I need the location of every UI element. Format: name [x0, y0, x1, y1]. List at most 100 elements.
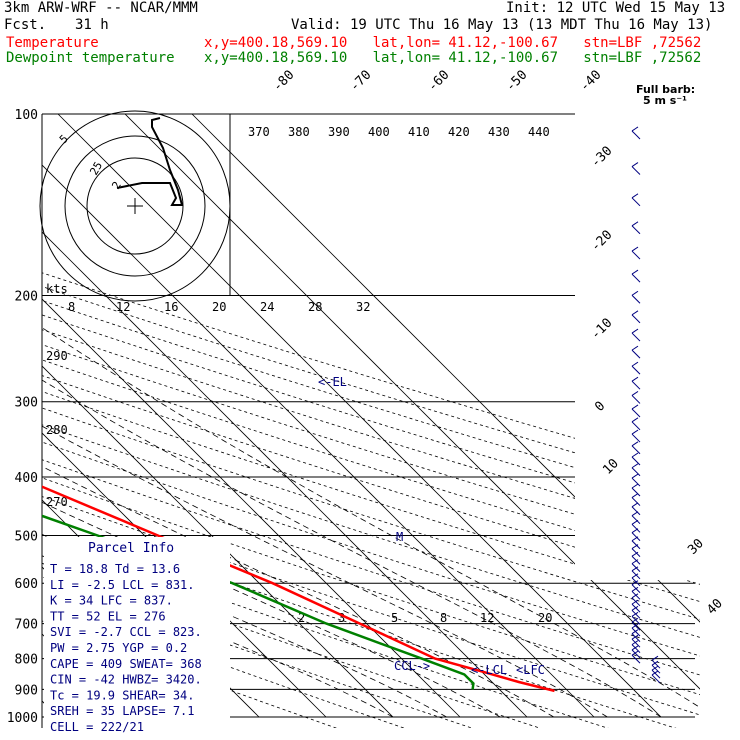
- mixing-ratio-label-low: 8: [440, 611, 447, 625]
- mixing-ratio-label: 20: [212, 300, 226, 314]
- wind-barb-flag: [631, 519, 639, 525]
- mixing-ratio-label-low: 5: [391, 611, 398, 625]
- parcel-info-row: SREH = 35 LAPSE= 7.1: [50, 704, 195, 718]
- wind-barb-flag: [631, 536, 639, 542]
- isotherm-line: [42, 114, 394, 718]
- pressure-tick-label: 800: [15, 653, 38, 668]
- isotherm-line: [191, 114, 700, 718]
- wind-barb: [631, 497, 641, 506]
- dry-adiabat-line: [42, 114, 700, 728]
- wind-barb: [631, 332, 641, 342]
- wind-barb: [651, 674, 661, 684]
- theta-e-label: 430: [488, 125, 510, 139]
- wind-barb-flag: [631, 640, 639, 646]
- parcel-level-label: M: [396, 530, 403, 544]
- isotherm-label: -60: [425, 68, 452, 95]
- wind-barb: [631, 615, 641, 625]
- fcst-value: 31 h: [75, 17, 109, 33]
- dry-adiabat-line: [42, 114, 700, 728]
- wind-barb: [631, 250, 641, 260]
- wind-barb-flag: [631, 551, 639, 557]
- wind-barb: [631, 421, 641, 431]
- wind-barb-flag: [631, 573, 639, 579]
- wind-barb-flag: [631, 593, 639, 599]
- isotherm-label: 10: [600, 456, 622, 478]
- dry-adiabat-line: [42, 114, 700, 728]
- isotherm-label: -70: [347, 68, 374, 95]
- parcel-info-row: CIN = -42 HWBZ= 3420.: [50, 673, 202, 687]
- init-time: Init: 12 UTC Wed 15 May 13: [506, 0, 726, 16]
- theta-e-label: 390: [328, 125, 350, 139]
- wind-barb: [631, 225, 641, 235]
- pressure-tick-label: 600: [15, 577, 38, 592]
- mixing-ratio-label-low: 2: [298, 611, 305, 625]
- mixing-ratio-label-low: 3: [338, 611, 345, 625]
- wind-barb: [651, 669, 661, 679]
- dry-adiabat-line: [42, 114, 682, 728]
- mixing-ratio-label: 24: [260, 300, 274, 314]
- mixing-ratio-label-low: 12: [480, 611, 494, 625]
- wind-barb-flag: [631, 193, 639, 199]
- wind-barb: [631, 649, 641, 659]
- isotherm-label: -10: [588, 316, 615, 343]
- pressure-tick-label: 1000: [7, 711, 38, 726]
- full-barb-label: Full barb:: [636, 83, 695, 96]
- wind-barb-flag: [631, 617, 639, 623]
- wind-barb: [631, 456, 641, 466]
- parcel-info-row: PW = 2.75 YGP = 0.2: [50, 641, 187, 655]
- legend-temperature: Temperature: [6, 35, 99, 51]
- wind-barb-flag: [631, 391, 639, 396]
- wind-barb: [651, 664, 661, 674]
- wind-barb: [631, 294, 641, 304]
- dry-adiabat-line: [42, 114, 700, 728]
- wind-barb: [631, 506, 641, 516]
- wind-barb-flag: [631, 328, 639, 334]
- isotherm-line: [124, 114, 700, 718]
- wind-barb: [631, 540, 641, 550]
- wind-barb-flag: [631, 269, 639, 275]
- wind-barb-flag: [631, 629, 639, 635]
- wind-barb-flag: [631, 559, 639, 565]
- wind-barb: [631, 555, 641, 565]
- wind-barb-flag: [631, 126, 639, 132]
- wind-barb: [631, 654, 641, 664]
- dry-adiabat-label: 270: [46, 495, 68, 509]
- pressure-tick-label: 400: [15, 471, 38, 486]
- pressure-tick-label: 100: [15, 108, 38, 123]
- parcel-info-row: CELL = 222/21: [50, 720, 144, 734]
- wind-barb-flag: [631, 345, 639, 351]
- wind-barb-flag: [631, 162, 639, 167]
- isotherm-label: -50: [503, 68, 530, 95]
- wind-barb: [631, 395, 641, 404]
- pressure-tick-label: 900: [15, 683, 38, 698]
- isotherm-label: 0: [592, 399, 608, 415]
- parcel-info-row: SVI = -2.7 CCL = 823.: [50, 625, 202, 639]
- mixing-ratio-label: 32: [356, 300, 370, 314]
- wind-barb-flag: [631, 441, 639, 447]
- full-barb-unit: 5 m s⁻¹: [643, 94, 687, 107]
- wind-barb: [631, 273, 641, 283]
- wind-barb: [631, 638, 641, 648]
- parcel-info-row: LI = -2.5 LCL = 831.: [50, 578, 195, 592]
- legend-dewpoint: Dewpoint temperature: [6, 50, 175, 66]
- dry-adiabat-line: [42, 114, 700, 728]
- mixing-ratio-label: 16: [164, 300, 178, 314]
- wind-barb-flag: [631, 361, 639, 367]
- parcel-info-row: CAPE = 409 SWEAT= 368: [50, 657, 202, 671]
- wind-barb-flag: [631, 502, 639, 508]
- parcel-info-title: Parcel Info: [88, 541, 174, 556]
- valid-time: Valid: 19 UTC Thu 16 May 13 (13 MDT Thu …: [291, 17, 713, 33]
- wind-barb: [631, 627, 641, 637]
- wind-barb-flag: [631, 463, 639, 469]
- parcel-info-row: TT = 52 EL = 276: [50, 609, 166, 623]
- isotherm-line: [42, 114, 528, 718]
- isotherm-label: -20: [588, 228, 615, 255]
- wind-barb-flag: [631, 580, 639, 586]
- theta-e-label: 410: [408, 125, 430, 139]
- wind-barb: [631, 380, 641, 390]
- parcel-info-row: Tc = 19.9 SHEAR= 34.: [50, 688, 195, 702]
- parcel-level-label: <LFC: [516, 663, 545, 677]
- wind-barb: [631, 408, 641, 418]
- mixing-ratio-label: 12: [116, 300, 130, 314]
